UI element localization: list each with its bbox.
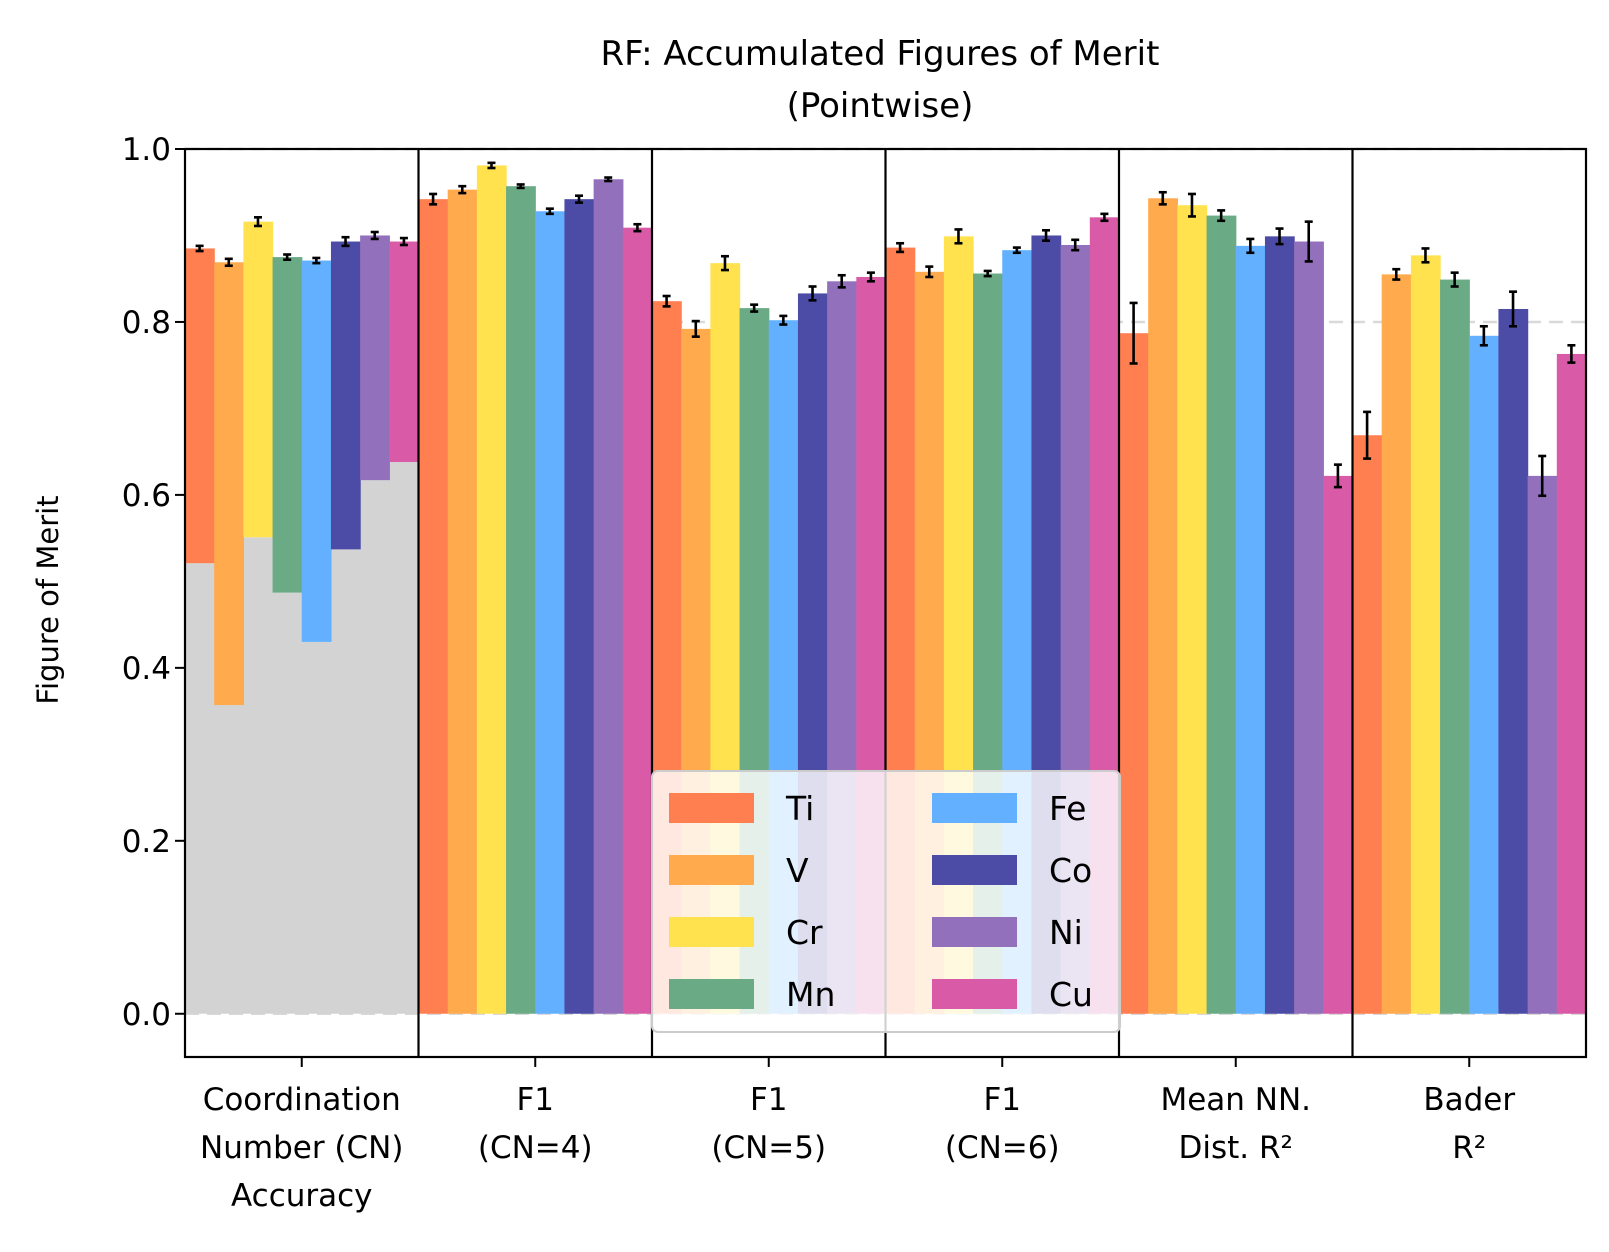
x-tick-label: Mean NN. Dist. R² xyxy=(1160,1082,1311,1166)
error-bars xyxy=(195,161,1576,498)
bar-ni xyxy=(1294,241,1324,1014)
baseline-bar xyxy=(185,563,215,1014)
x-tick-label: Coordination Number (CN) Accuracy xyxy=(200,1082,403,1214)
x-tick-label-line: Mean NN. xyxy=(1160,1082,1311,1118)
bar-ni xyxy=(360,235,390,481)
plot-border xyxy=(183,147,1588,1059)
legend-swatch-cr xyxy=(669,917,754,947)
bar-cr xyxy=(476,165,507,1014)
bar-co xyxy=(1498,308,1529,1014)
x-tick-label-line: Dist. R² xyxy=(1179,1130,1293,1166)
x-tick-label: Bader R² xyxy=(1423,1082,1515,1166)
bar-mn xyxy=(506,186,536,1014)
legend-swatch-cu xyxy=(932,979,1017,1009)
y-tick-label: 0.2 xyxy=(122,824,171,860)
bar-cr xyxy=(1410,255,1441,1014)
bar-ti xyxy=(1119,333,1149,1014)
x-tick-label: F1 (CN=4) xyxy=(478,1082,593,1166)
baseline-bar xyxy=(243,537,274,1014)
legend-swatch-fe xyxy=(932,793,1017,823)
x-tick-label-line: R² xyxy=(1452,1130,1486,1166)
legend-label-v: V xyxy=(786,851,809,890)
legend-swatch-mn xyxy=(669,979,754,1009)
bar-mn xyxy=(1206,215,1237,1014)
bar-v xyxy=(1381,274,1412,1014)
legend: Ti V Cr Mn Fe Co Ni Cu xyxy=(651,770,1121,1033)
legend-label-cu: Cu xyxy=(1049,975,1093,1014)
bar-cr xyxy=(1177,205,1208,1014)
bar-mn xyxy=(272,257,303,593)
x-tick-label-line: (CN=5) xyxy=(711,1130,826,1166)
baseline-bar xyxy=(214,705,244,1014)
bar-mn xyxy=(1440,279,1470,1014)
baseline-bar xyxy=(360,480,390,1014)
y-tick-label: 1.0 xyxy=(122,132,171,168)
bar-v xyxy=(447,189,478,1014)
bar-fe xyxy=(1469,335,1500,1014)
bar-fe xyxy=(301,260,332,642)
legend-box xyxy=(651,770,1121,1033)
bar-ni xyxy=(1527,475,1558,1014)
baseline-bar xyxy=(301,641,332,1014)
bar-ni xyxy=(593,179,624,1014)
bar-co xyxy=(330,241,361,550)
x-tick-label-line: Bader xyxy=(1423,1082,1515,1118)
x-tick-label-line: (CN=4) xyxy=(478,1130,593,1166)
x-tick-label: F1 (CN=6) xyxy=(945,1082,1060,1166)
bar-v xyxy=(214,262,244,706)
y-tick-label: 0.0 xyxy=(122,997,171,1033)
y-tick-label: 0.4 xyxy=(122,651,171,687)
legend-label-fe: Fe xyxy=(1049,789,1086,828)
x-tick-label-line: Coordination xyxy=(203,1082,401,1118)
bar-co xyxy=(1264,236,1295,1014)
bar-cr xyxy=(243,221,274,538)
bar-co xyxy=(564,199,595,1014)
legend-swatch-co xyxy=(932,855,1017,885)
bar-fe xyxy=(1235,245,1266,1014)
legend-swatch-ni xyxy=(932,917,1017,947)
bar-v xyxy=(1148,198,1178,1014)
bar-fe xyxy=(535,211,566,1014)
bar-cu xyxy=(389,241,420,463)
bar-ti xyxy=(418,199,449,1014)
legend-label-mn: Mn xyxy=(786,975,835,1014)
bar-cu xyxy=(1323,475,1354,1014)
x-tick-label-line: F1 xyxy=(983,1082,1021,1118)
x-tick-label-line: F1 xyxy=(516,1082,554,1118)
bars xyxy=(185,165,1587,1014)
y-axis-label: Figure of Merit xyxy=(31,495,65,704)
baseline-bar xyxy=(389,462,420,1014)
y-tick-label: 0.6 xyxy=(122,478,171,514)
x-tick-label-line: F1 xyxy=(750,1082,788,1118)
axes: 0.0 0.2 0.4 0.6 0.8 1.0 Coordination Number (CN… xyxy=(122,132,1516,1214)
chart-subtitle: (Pointwise) xyxy=(787,86,974,126)
x-tick-label-line: Accuracy xyxy=(231,1178,373,1214)
bar-cu xyxy=(622,227,653,1014)
chart-title: RF: Accumulated Figures of Merit xyxy=(601,34,1160,74)
bar-ti xyxy=(185,248,215,564)
legend-label-ti: Ti xyxy=(785,789,814,828)
baseline-bar xyxy=(272,592,303,1014)
bar-cu xyxy=(1556,353,1587,1014)
legend-swatch-ti xyxy=(669,793,754,823)
baseline-bar xyxy=(330,549,361,1014)
x-tick-label-line: (CN=6) xyxy=(945,1130,1060,1166)
y-tick-label: 0.8 xyxy=(122,305,171,341)
legend-label-co: Co xyxy=(1049,851,1092,890)
legend-label-ni: Ni xyxy=(1049,913,1083,952)
bar-ti xyxy=(1352,435,1383,1014)
x-tick-label: F1 (CN=5) xyxy=(711,1082,826,1166)
legend-label-cr: Cr xyxy=(786,913,823,952)
legend-swatch-v xyxy=(669,855,754,885)
x-tick-label-line: Number (CN) xyxy=(200,1130,403,1166)
